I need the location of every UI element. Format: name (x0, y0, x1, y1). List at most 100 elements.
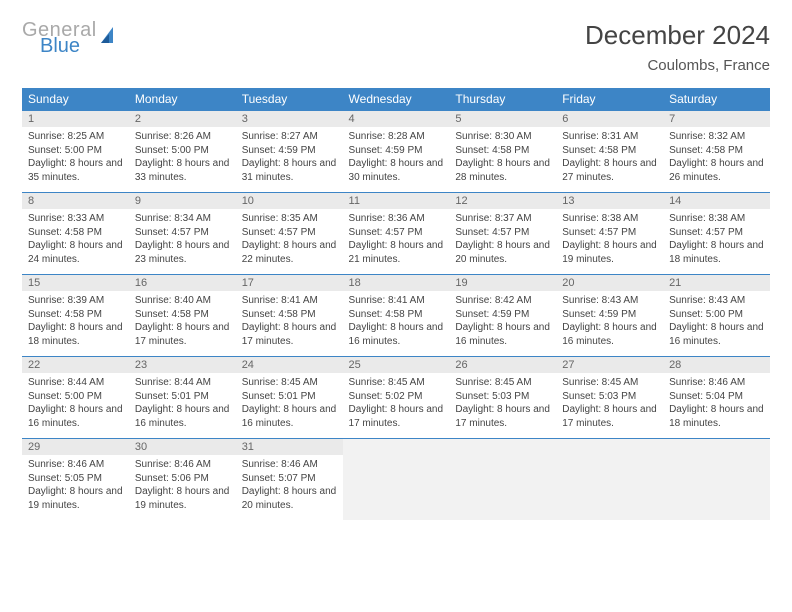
calendar-daynum-row: 22232425262728 (22, 357, 770, 374)
sunrise-text: Sunrise: 8:35 AM (242, 212, 337, 226)
daylight-text: Daylight: 8 hours and 16 minutes. (28, 403, 123, 430)
calendar-detail-row: Sunrise: 8:44 AMSunset: 5:00 PMDaylight:… (22, 373, 770, 439)
logo-text-blue: Blue (40, 36, 80, 56)
daylight-text: Daylight: 8 hours and 21 minutes. (349, 239, 444, 266)
sunset-text: Sunset: 5:00 PM (135, 144, 230, 158)
day-number-cell: 20 (556, 275, 663, 292)
day-detail-cell: Sunrise: 8:46 AMSunset: 5:06 PMDaylight:… (129, 455, 236, 520)
sunset-text: Sunset: 4:57 PM (349, 226, 444, 240)
sunset-text: Sunset: 4:58 PM (669, 144, 764, 158)
sunrise-text: Sunrise: 8:45 AM (242, 376, 337, 390)
sunset-text: Sunset: 4:58 PM (242, 308, 337, 322)
sunset-text: Sunset: 4:59 PM (242, 144, 337, 158)
day-number-cell: 30 (129, 439, 236, 456)
day-detail-cell: Sunrise: 8:40 AMSunset: 4:58 PMDaylight:… (129, 291, 236, 357)
daylight-text: Daylight: 8 hours and 20 minutes. (455, 239, 550, 266)
calendar-detail-row: Sunrise: 8:46 AMSunset: 5:05 PMDaylight:… (22, 455, 770, 520)
daylight-text: Daylight: 8 hours and 16 minutes. (455, 321, 550, 348)
day-number-cell: 13 (556, 193, 663, 210)
daylight-text: Daylight: 8 hours and 33 minutes. (135, 157, 230, 184)
day-detail-cell: Sunrise: 8:27 AMSunset: 4:59 PMDaylight:… (236, 127, 343, 193)
sunrise-text: Sunrise: 8:30 AM (455, 130, 550, 144)
day-number-cell: 10 (236, 193, 343, 210)
day-number-cell: 5 (449, 111, 556, 128)
day-detail-cell: Sunrise: 8:32 AMSunset: 4:58 PMDaylight:… (663, 127, 770, 193)
sunset-text: Sunset: 4:58 PM (28, 226, 123, 240)
sunrise-text: Sunrise: 8:44 AM (135, 376, 230, 390)
day-number-cell: 8 (22, 193, 129, 210)
sunrise-text: Sunrise: 8:25 AM (28, 130, 123, 144)
sunrise-text: Sunrise: 8:46 AM (669, 376, 764, 390)
day-number-cell: 12 (449, 193, 556, 210)
day-number-cell (449, 439, 556, 456)
day-number-cell: 11 (343, 193, 450, 210)
day-number-cell (556, 439, 663, 456)
day-detail-cell: Sunrise: 8:39 AMSunset: 4:58 PMDaylight:… (22, 291, 129, 357)
sunset-text: Sunset: 5:03 PM (562, 390, 657, 404)
day-number-cell (663, 439, 770, 456)
day-detail-cell: Sunrise: 8:33 AMSunset: 4:58 PMDaylight:… (22, 209, 129, 275)
day-detail-cell: Sunrise: 8:36 AMSunset: 4:57 PMDaylight:… (343, 209, 450, 275)
day-detail-cell (663, 455, 770, 520)
sunrise-text: Sunrise: 8:45 AM (455, 376, 550, 390)
daylight-text: Daylight: 8 hours and 16 minutes. (562, 321, 657, 348)
day-number-cell: 14 (663, 193, 770, 210)
sunset-text: Sunset: 4:59 PM (349, 144, 444, 158)
page-title: December 2024 (585, 20, 770, 51)
title-block: December 2024 Coulombs, France (585, 20, 770, 74)
daylight-text: Daylight: 8 hours and 17 minutes. (455, 403, 550, 430)
daylight-text: Daylight: 8 hours and 16 minutes. (669, 321, 764, 348)
day-number-cell: 7 (663, 111, 770, 128)
day-header: Tuesday (236, 88, 343, 111)
day-detail-cell: Sunrise: 8:26 AMSunset: 5:00 PMDaylight:… (129, 127, 236, 193)
day-detail-cell: Sunrise: 8:34 AMSunset: 4:57 PMDaylight:… (129, 209, 236, 275)
daylight-text: Daylight: 8 hours and 18 minutes. (28, 321, 123, 348)
day-detail-cell: Sunrise: 8:43 AMSunset: 5:00 PMDaylight:… (663, 291, 770, 357)
daylight-text: Daylight: 8 hours and 31 minutes. (242, 157, 337, 184)
daylight-text: Daylight: 8 hours and 23 minutes. (135, 239, 230, 266)
day-detail-cell: Sunrise: 8:41 AMSunset: 4:58 PMDaylight:… (343, 291, 450, 357)
day-detail-cell: Sunrise: 8:25 AMSunset: 5:00 PMDaylight:… (22, 127, 129, 193)
day-number-cell: 6 (556, 111, 663, 128)
sunrise-text: Sunrise: 8:27 AM (242, 130, 337, 144)
daylight-text: Daylight: 8 hours and 19 minutes. (562, 239, 657, 266)
daylight-text: Daylight: 8 hours and 16 minutes. (242, 403, 337, 430)
calendar-detail-row: Sunrise: 8:25 AMSunset: 5:00 PMDaylight:… (22, 127, 770, 193)
sunset-text: Sunset: 5:01 PM (135, 390, 230, 404)
day-number-cell: 4 (343, 111, 450, 128)
calendar-daynum-row: 891011121314 (22, 193, 770, 210)
day-detail-cell: Sunrise: 8:37 AMSunset: 4:57 PMDaylight:… (449, 209, 556, 275)
day-number-cell: 23 (129, 357, 236, 374)
daylight-text: Daylight: 8 hours and 17 minutes. (135, 321, 230, 348)
daylight-text: Daylight: 8 hours and 16 minutes. (135, 403, 230, 430)
sunrise-text: Sunrise: 8:40 AM (135, 294, 230, 308)
sunrise-text: Sunrise: 8:38 AM (562, 212, 657, 226)
daylight-text: Daylight: 8 hours and 26 minutes. (669, 157, 764, 184)
sunset-text: Sunset: 5:00 PM (28, 144, 123, 158)
day-number-cell (343, 439, 450, 456)
day-detail-cell: Sunrise: 8:45 AMSunset: 5:03 PMDaylight:… (556, 373, 663, 439)
calendar-daynum-row: 1234567 (22, 111, 770, 128)
daylight-text: Daylight: 8 hours and 17 minutes. (562, 403, 657, 430)
day-detail-cell: Sunrise: 8:42 AMSunset: 4:59 PMDaylight:… (449, 291, 556, 357)
day-detail-cell: Sunrise: 8:38 AMSunset: 4:57 PMDaylight:… (556, 209, 663, 275)
sunset-text: Sunset: 5:00 PM (669, 308, 764, 322)
day-detail-cell: Sunrise: 8:43 AMSunset: 4:59 PMDaylight:… (556, 291, 663, 357)
sunset-text: Sunset: 5:02 PM (349, 390, 444, 404)
day-number-cell: 28 (663, 357, 770, 374)
daylight-text: Daylight: 8 hours and 20 minutes. (242, 485, 337, 512)
day-number-cell: 1 (22, 111, 129, 128)
day-number-cell: 27 (556, 357, 663, 374)
day-number-cell: 26 (449, 357, 556, 374)
sunset-text: Sunset: 5:04 PM (669, 390, 764, 404)
sunset-text: Sunset: 4:58 PM (562, 144, 657, 158)
sunset-text: Sunset: 5:07 PM (242, 472, 337, 486)
daylight-text: Daylight: 8 hours and 30 minutes. (349, 157, 444, 184)
day-detail-cell: Sunrise: 8:44 AMSunset: 5:00 PMDaylight:… (22, 373, 129, 439)
daylight-text: Daylight: 8 hours and 28 minutes. (455, 157, 550, 184)
sunset-text: Sunset: 4:57 PM (562, 226, 657, 240)
calendar-daynum-row: 293031 (22, 439, 770, 456)
day-detail-cell: Sunrise: 8:41 AMSunset: 4:58 PMDaylight:… (236, 291, 343, 357)
sunrise-text: Sunrise: 8:33 AM (28, 212, 123, 226)
daylight-text: Daylight: 8 hours and 24 minutes. (28, 239, 123, 266)
